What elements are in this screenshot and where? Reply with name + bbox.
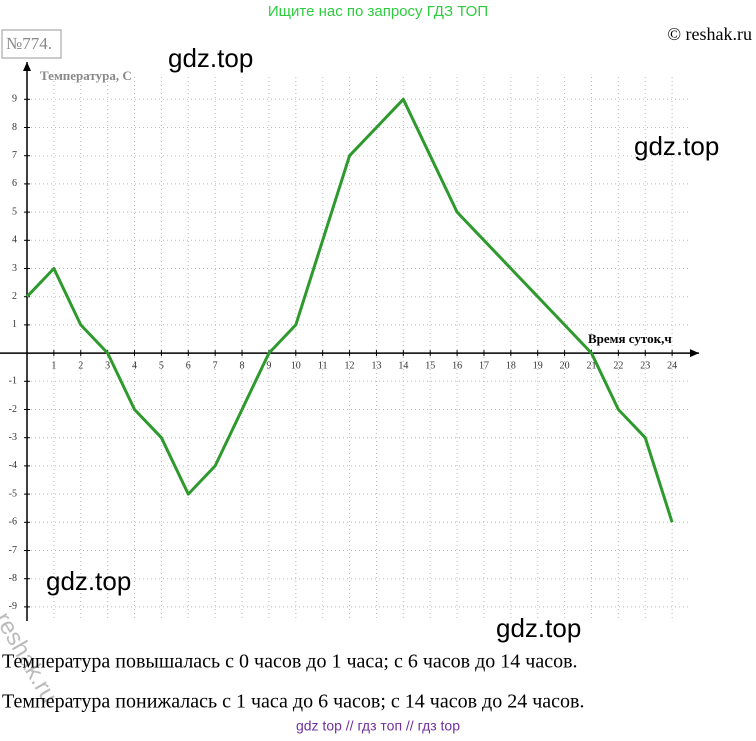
y-tick-label: 3 — [12, 263, 17, 274]
y-tick-label: 6 — [12, 178, 17, 189]
y-tick-label: -5 — [9, 488, 17, 499]
x-tick-label: 7 — [213, 360, 218, 371]
x-tick-label: 18 — [506, 360, 516, 371]
y-tick-label: 2 — [12, 291, 17, 302]
x-tick-label: 16 — [452, 360, 462, 371]
watermark: gdz.top — [496, 613, 581, 643]
x-tick-label: 9 — [266, 360, 271, 371]
x-tick-label: 22 — [613, 360, 623, 371]
x-axis-arrow — [690, 349, 699, 358]
y-tick-label: 4 — [12, 235, 17, 246]
y-tick-label: -7 — [9, 545, 17, 556]
x-tick-label: 5 — [159, 360, 164, 371]
x-tick-label: 17 — [479, 360, 489, 371]
y-tick-label: 8 — [12, 122, 17, 133]
x-tick-label: 6 — [186, 360, 191, 371]
x-tick-label: 8 — [240, 360, 245, 371]
y-tick-label: -2 — [9, 404, 17, 415]
answer-line: Температура повышалась с 0 часов до 1 ча… — [2, 651, 578, 673]
x-tick-label: 15 — [425, 360, 435, 371]
watermark: gdz.top — [46, 566, 131, 596]
copyright: © reshak.ru — [667, 24, 752, 44]
answer-line: Температура понижалась с 1 часа до 6 час… — [2, 691, 584, 713]
y-tick-label: -3 — [9, 432, 17, 443]
number-box — [1, 29, 62, 59]
x-tick-label: 13 — [371, 360, 381, 371]
x-tick-label: 23 — [640, 360, 650, 371]
x-tick-label: 19 — [533, 360, 543, 371]
problem-number: №774. — [6, 34, 52, 53]
y-tick-label: -9 — [9, 601, 17, 612]
x-tick-label: 2 — [78, 360, 83, 371]
y-tick-label: -1 — [9, 376, 17, 387]
x-tick-label: 14 — [398, 360, 408, 371]
y-tick-label: -6 — [9, 517, 17, 528]
x-axis-label: Время суток,ч — [588, 331, 672, 346]
x-tick-label: 1 — [51, 360, 56, 371]
x-tick-label: 3 — [105, 360, 110, 371]
footer: gdz top // гдз топ // гдз top — [296, 718, 460, 734]
y-tick-label: 9 — [12, 94, 17, 105]
x-tick-label: 10 — [291, 360, 301, 371]
y-axis-label: Температура, С — [40, 68, 132, 83]
y-tick-label: -8 — [9, 573, 17, 584]
header: Ищите нас по запросу ГДЗ ТОП — [268, 3, 488, 20]
y-axis-arrow — [23, 62, 31, 71]
x-tick-label: 21 — [586, 360, 596, 371]
x-tick-label: 24 — [667, 360, 677, 371]
x-tick-label: 20 — [560, 360, 570, 371]
y-tick-label: 1 — [12, 319, 17, 330]
chart: Температура, С Время суток,ч 1 2 3 4 5 6 7 8 9 10… — [0, 62, 699, 621]
x-tick-label: 11 — [318, 360, 328, 371]
y-tick-label: 7 — [12, 150, 17, 161]
x-tick-label: 4 — [132, 360, 137, 371]
watermark: gdz.top — [634, 131, 719, 161]
data-line — [25, 97, 674, 523]
watermark: gdz.top — [168, 43, 253, 73]
y-tick-label: 5 — [12, 206, 17, 217]
x-tick-label: 12 — [345, 360, 355, 371]
y-tick-label: -4 — [9, 460, 17, 471]
